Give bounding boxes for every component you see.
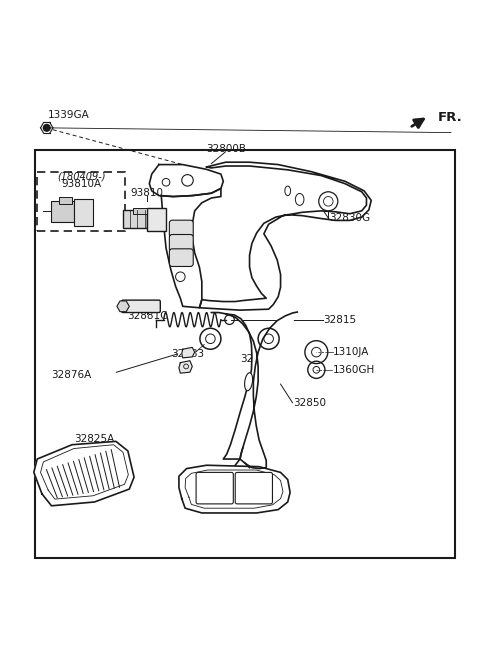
Text: 1310JA: 1310JA	[333, 347, 370, 357]
Polygon shape	[179, 465, 290, 513]
Text: 32883: 32883	[171, 349, 204, 359]
FancyBboxPatch shape	[169, 248, 193, 267]
Circle shape	[43, 124, 50, 131]
Polygon shape	[161, 188, 221, 308]
FancyBboxPatch shape	[169, 220, 193, 238]
Text: 93810A: 93810A	[61, 179, 102, 189]
Bar	[123, 210, 147, 228]
Bar	[132, 208, 147, 214]
Text: 32800B: 32800B	[206, 144, 246, 154]
Text: FR.: FR.	[438, 112, 463, 124]
Text: 32815: 32815	[324, 315, 357, 325]
Text: 32850: 32850	[293, 397, 326, 407]
Text: 32876A: 32876A	[51, 369, 91, 379]
Text: 32830G: 32830G	[329, 213, 371, 223]
FancyBboxPatch shape	[235, 472, 273, 504]
Bar	[37, 172, 125, 231]
Ellipse shape	[245, 373, 252, 391]
Text: 1339GA: 1339GA	[48, 110, 90, 120]
Polygon shape	[117, 301, 129, 312]
Text: (180409-): (180409-)	[57, 172, 106, 182]
Ellipse shape	[285, 186, 290, 196]
Bar	[50, 201, 74, 222]
Polygon shape	[149, 164, 223, 196]
FancyBboxPatch shape	[196, 472, 233, 504]
Text: 93810: 93810	[131, 188, 164, 198]
Text: 32825A: 32825A	[74, 434, 115, 444]
FancyBboxPatch shape	[121, 300, 160, 313]
Ellipse shape	[295, 194, 304, 205]
Bar	[147, 208, 166, 231]
Bar	[35, 150, 455, 558]
FancyBboxPatch shape	[169, 234, 193, 252]
Text: 32883: 32883	[240, 354, 273, 364]
Text: 32881C: 32881C	[127, 311, 167, 321]
Polygon shape	[182, 347, 195, 358]
Polygon shape	[211, 312, 297, 468]
Polygon shape	[179, 361, 192, 373]
Polygon shape	[34, 442, 134, 506]
Bar	[59, 197, 72, 204]
Polygon shape	[199, 162, 371, 310]
Text: 1360GH: 1360GH	[333, 365, 375, 375]
Bar	[74, 200, 93, 226]
